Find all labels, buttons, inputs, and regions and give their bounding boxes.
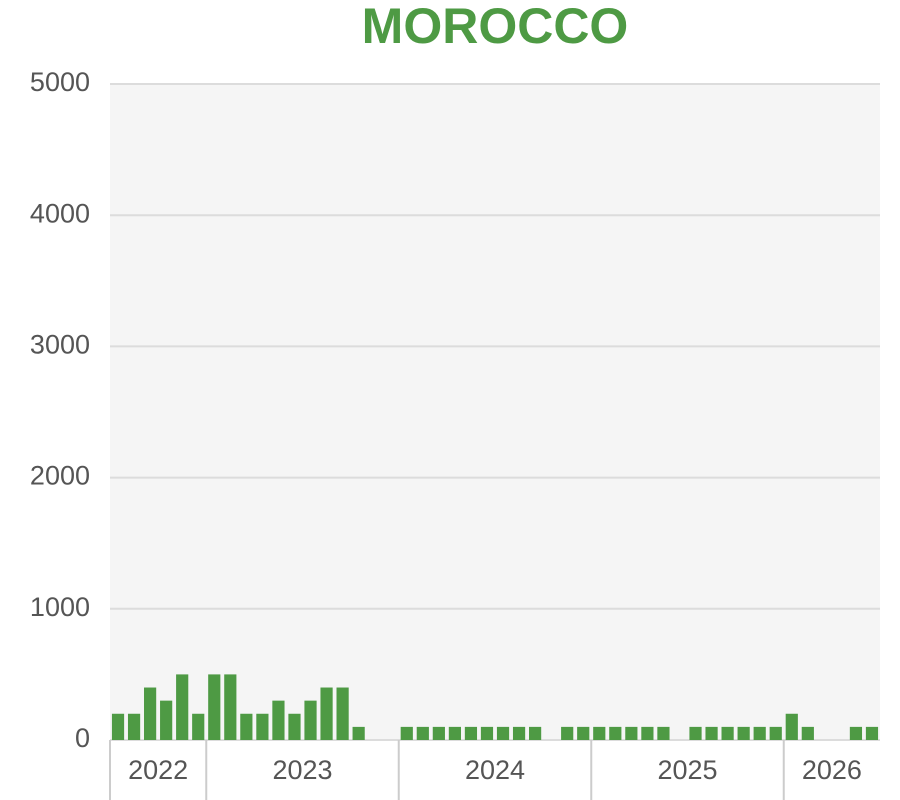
bar bbox=[785, 713, 798, 740]
bar bbox=[464, 726, 478, 740]
bar bbox=[593, 726, 606, 740]
bar bbox=[737, 726, 750, 740]
x-tick-label: 2026 bbox=[802, 755, 862, 785]
bar bbox=[144, 687, 157, 740]
bar bbox=[224, 674, 237, 740]
bar bbox=[496, 726, 510, 740]
bar bbox=[721, 726, 734, 740]
y-tick-label: 1000 bbox=[30, 592, 90, 622]
bar bbox=[657, 726, 670, 740]
bar bbox=[272, 700, 285, 740]
bar bbox=[641, 726, 654, 740]
bar bbox=[529, 726, 542, 740]
y-tick-label: 5000 bbox=[30, 67, 90, 97]
bar bbox=[609, 726, 622, 740]
y-tick-label: 0 bbox=[75, 723, 90, 753]
bar bbox=[400, 726, 413, 740]
y-tick-label: 2000 bbox=[30, 461, 90, 491]
chart-title: MOROCCO bbox=[362, 0, 629, 54]
bar bbox=[432, 726, 445, 740]
bar bbox=[416, 726, 429, 740]
bar bbox=[577, 726, 590, 740]
y-tick-label: 3000 bbox=[30, 330, 90, 360]
bar bbox=[689, 726, 702, 740]
bar bbox=[753, 726, 766, 740]
bar bbox=[625, 726, 638, 740]
x-tick-label: 2024 bbox=[465, 755, 525, 785]
bar bbox=[111, 713, 125, 740]
x-tick-label: 2025 bbox=[657, 755, 717, 785]
bar bbox=[561, 726, 574, 740]
bar bbox=[448, 726, 461, 740]
bar bbox=[288, 713, 301, 740]
bar bbox=[160, 700, 173, 740]
bar bbox=[801, 726, 814, 740]
x-tick-label: 2023 bbox=[272, 755, 332, 785]
x-tick-label: 2022 bbox=[128, 755, 188, 785]
bar bbox=[320, 687, 333, 740]
bar bbox=[849, 726, 863, 740]
bar bbox=[769, 726, 782, 740]
bar bbox=[865, 726, 879, 740]
bar bbox=[192, 713, 205, 740]
bar bbox=[240, 713, 253, 740]
bar bbox=[127, 713, 141, 740]
bar bbox=[176, 674, 189, 740]
bar bbox=[256, 713, 269, 740]
plot-area bbox=[110, 84, 880, 740]
y-tick-label: 4000 bbox=[30, 198, 90, 228]
bar bbox=[208, 674, 221, 740]
bar bbox=[352, 726, 365, 740]
bar bbox=[336, 687, 349, 740]
bar bbox=[512, 726, 526, 740]
bar bbox=[705, 726, 718, 740]
bar bbox=[480, 726, 494, 740]
bar bbox=[304, 700, 317, 740]
